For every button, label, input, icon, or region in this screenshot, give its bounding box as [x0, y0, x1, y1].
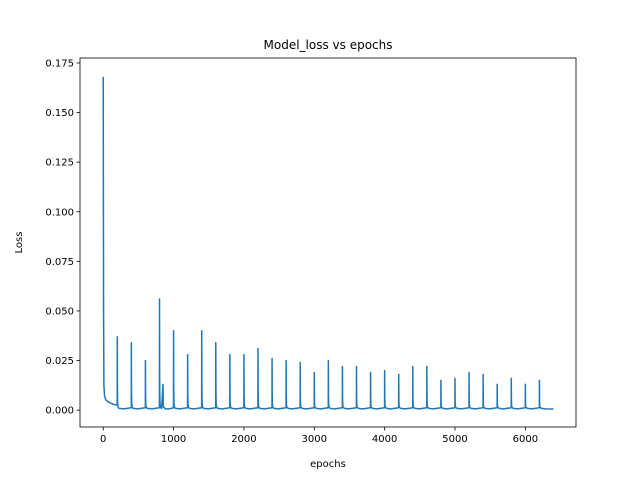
x-tick-label: 4000	[372, 434, 397, 445]
x-axis-label: epochs	[310, 459, 346, 470]
loss-series-line	[102, 76, 554, 410]
y-axis-ticks: 0.000 0.025 0.050 0.075 0.100 0.125 0.150 0.175	[45, 58, 80, 417]
y-tick-label: 0.100	[45, 207, 74, 218]
x-tick-label: 2000	[231, 434, 256, 445]
x-tick-label: 3000	[302, 434, 327, 445]
x-tick-label: 6000	[513, 434, 538, 445]
y-tick-label: 0.125	[45, 158, 74, 169]
y-tick-label: 0.150	[45, 108, 74, 119]
x-tick-label: 0	[100, 434, 106, 445]
y-tick-label: 0.075	[45, 257, 74, 268]
y-axis-label: Loss	[14, 232, 25, 254]
y-tick-label: 0.025	[45, 356, 74, 367]
y-tick-label: 0.000	[45, 406, 74, 417]
plot-series	[102, 76, 554, 410]
y-tick-label: 0.050	[45, 306, 74, 317]
y-tick-label: 0.175	[45, 58, 74, 69]
plot-frame	[79, 57, 577, 428]
x-axis-ticks: 0 1000 2000 3000 4000 5000 6000	[100, 427, 538, 445]
x-tick-label: 5000	[442, 434, 467, 445]
x-tick-label: 1000	[161, 434, 186, 445]
chart-title: Model_loss vs epochs	[264, 38, 393, 52]
